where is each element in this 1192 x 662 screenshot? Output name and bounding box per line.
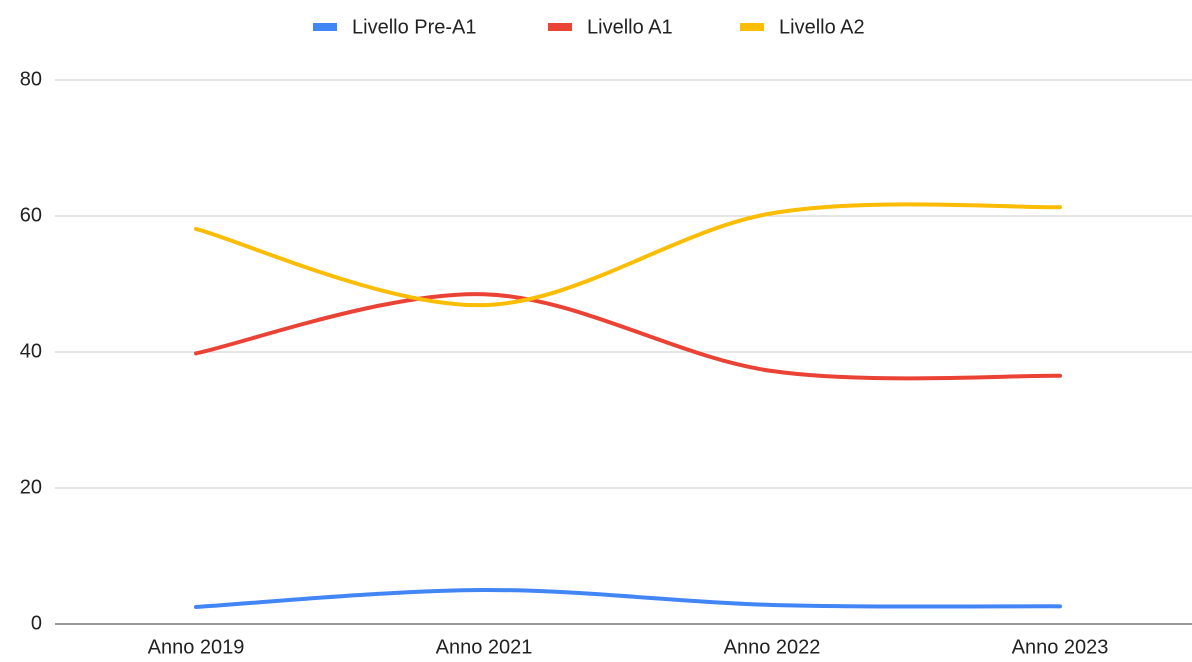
x-tick-label: Anno 2021 bbox=[436, 636, 533, 658]
y-tick-label: 60 bbox=[20, 204, 42, 226]
legend-label: Livello A2 bbox=[779, 16, 865, 38]
x-tick-label: Anno 2019 bbox=[148, 636, 245, 658]
legend-label: Livello A1 bbox=[587, 16, 673, 38]
y-tick-label: 40 bbox=[20, 340, 42, 362]
y-tick-label: 0 bbox=[31, 612, 42, 634]
series-line bbox=[194, 587, 1062, 609]
legend-swatch bbox=[313, 23, 337, 31]
x-tick-label: Anno 2023 bbox=[1012, 636, 1109, 658]
legend-swatch bbox=[548, 23, 572, 31]
y-tick-label: 20 bbox=[20, 476, 42, 498]
legend-swatch bbox=[740, 23, 764, 31]
legend-label: Livello Pre-A1 bbox=[352, 16, 477, 38]
x-tick-label: Anno 2022 bbox=[724, 636, 821, 658]
series-line bbox=[194, 202, 1062, 308]
y-tick-label: 80 bbox=[20, 68, 42, 90]
series-line bbox=[194, 292, 1062, 381]
